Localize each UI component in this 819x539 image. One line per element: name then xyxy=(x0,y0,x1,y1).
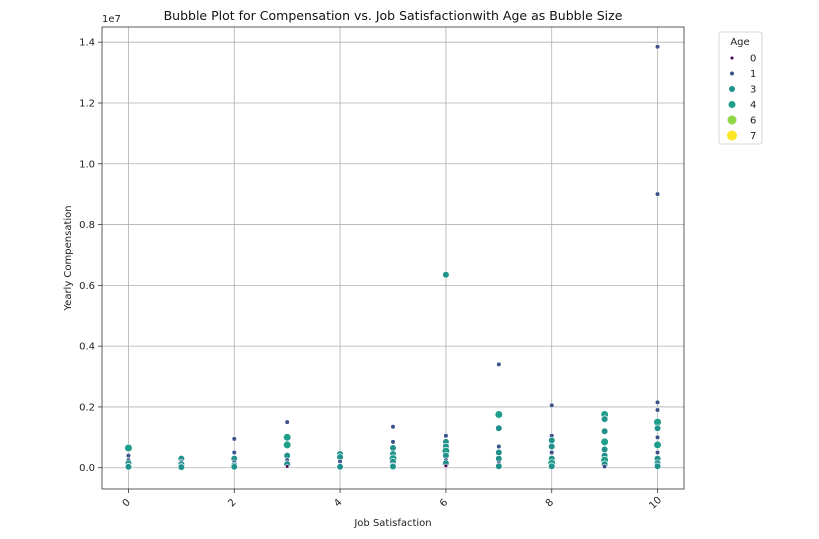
y-tick-label: 1.0 xyxy=(79,159,95,170)
data-point xyxy=(548,442,556,451)
legend-title: Age xyxy=(730,37,749,48)
data-point xyxy=(283,433,292,442)
data-point xyxy=(496,443,502,450)
data-point xyxy=(390,439,396,445)
data-point xyxy=(653,462,662,470)
data-point xyxy=(285,464,290,469)
data-point xyxy=(124,463,133,471)
data-point xyxy=(653,440,662,450)
y-offset-label: 1e7 xyxy=(102,14,121,25)
y-tick-label: 1.2 xyxy=(79,98,95,109)
legend-marker xyxy=(727,100,737,109)
data-point xyxy=(336,463,344,471)
y-axis-label: Yearly Compensation xyxy=(63,205,74,311)
data-point xyxy=(654,407,661,413)
data-point xyxy=(654,44,661,50)
legend-marker xyxy=(729,70,735,77)
legend-entries: 0 1 3 4 6 7 xyxy=(726,54,756,142)
data-point xyxy=(443,463,449,469)
data-point xyxy=(177,463,185,471)
y-tick-label: 0.4 xyxy=(79,342,95,353)
data-point xyxy=(125,452,132,459)
data-point xyxy=(548,436,556,444)
data-point xyxy=(654,191,661,197)
data-point xyxy=(124,443,133,453)
data-points xyxy=(124,44,662,471)
axis-ticks: 0 2 4 6 8 100.00.20.40.60.81.01.21.4 xyxy=(79,38,664,512)
y-tick-label: 0.8 xyxy=(79,220,95,231)
legend-label: 4 xyxy=(750,100,756,111)
y-tick-label: 0.6 xyxy=(79,281,95,292)
data-point xyxy=(284,419,290,425)
data-point xyxy=(654,449,661,456)
data-point xyxy=(442,271,450,279)
data-point xyxy=(495,462,503,470)
legend-marker xyxy=(728,85,736,93)
data-point xyxy=(390,424,396,430)
data-point xyxy=(549,449,555,456)
data-point xyxy=(548,462,556,470)
legend-label: 7 xyxy=(750,131,756,142)
data-point xyxy=(549,402,555,409)
chart-title: Bubble Plot for Compensation vs. Job Sat… xyxy=(164,8,623,23)
legend: Age 0 1 3 4 6 7 xyxy=(718,31,763,145)
data-point xyxy=(231,449,237,456)
data-point xyxy=(601,415,609,423)
data-point xyxy=(389,444,397,452)
grid-lines xyxy=(102,27,684,489)
data-point xyxy=(230,463,238,471)
legend-label: 0 xyxy=(750,54,756,65)
data-point xyxy=(653,424,662,432)
data-point xyxy=(495,448,503,457)
legend-label: 1 xyxy=(750,69,756,80)
data-point xyxy=(443,433,449,439)
plot-area-frame xyxy=(101,26,685,490)
legend-label: 6 xyxy=(750,116,756,127)
data-point xyxy=(495,424,503,432)
legend-marker xyxy=(726,129,738,142)
y-tick-label: 0.2 xyxy=(79,402,95,413)
data-point xyxy=(494,410,503,419)
legend-marker xyxy=(729,55,735,61)
data-point xyxy=(654,434,661,440)
data-point xyxy=(389,462,397,471)
legend-marker xyxy=(726,114,738,126)
data-point xyxy=(601,427,609,435)
y-tick-label: 0.0 xyxy=(79,463,95,474)
data-point xyxy=(601,445,609,454)
data-point xyxy=(654,399,661,405)
x-axis-label: Job Satisfaction xyxy=(353,518,431,529)
data-point xyxy=(231,436,237,442)
data-point xyxy=(602,463,608,470)
legend-label: 3 xyxy=(750,85,756,96)
y-tick-label: 1.4 xyxy=(79,38,95,49)
data-point xyxy=(496,361,502,367)
data-point xyxy=(283,440,292,450)
data-point xyxy=(600,437,609,446)
